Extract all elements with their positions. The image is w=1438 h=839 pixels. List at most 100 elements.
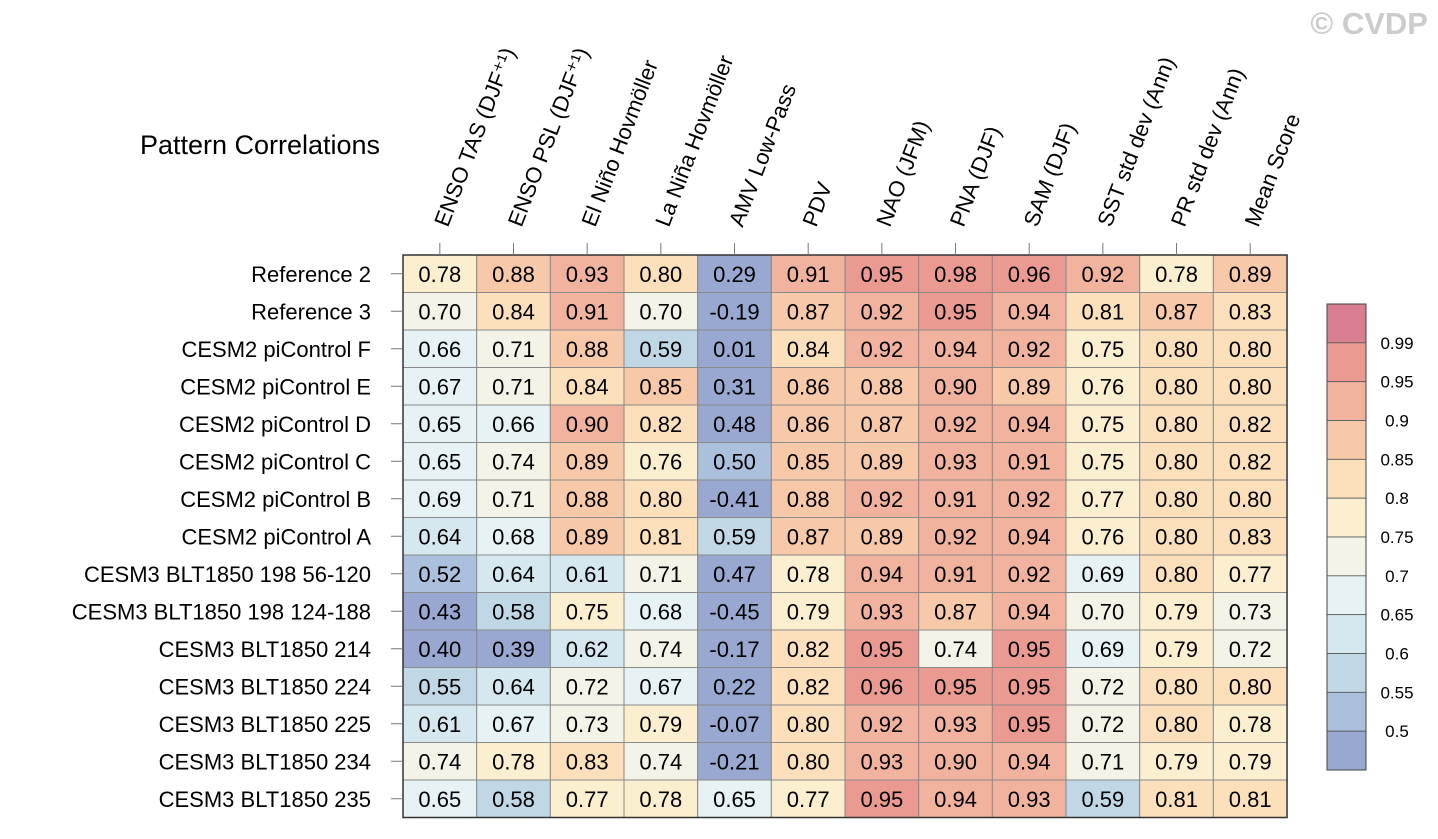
heatmap-cell: [402, 442, 478, 481]
heatmap-cell: [844, 292, 920, 331]
heatmap-cell: [623, 517, 699, 556]
heatmap-cell: [918, 404, 993, 443]
cell-value: 0.64: [492, 562, 535, 587]
cell-value: 0.81: [1229, 787, 1272, 812]
heatmap-cell: [1139, 404, 1214, 443]
heatmap-cell: [1139, 667, 1214, 706]
colorbar-label: 0.65: [1380, 606, 1413, 625]
heatmap-cell: [918, 629, 993, 668]
cell-value: 0.80: [1229, 374, 1272, 399]
cell-value: 0.92: [934, 524, 977, 549]
cell-value: 0.80: [1229, 337, 1272, 362]
cell-value: 0.78: [1229, 712, 1272, 737]
cell-value: 0.94: [860, 562, 903, 587]
cell-value: 0.93: [566, 262, 609, 287]
column-labels: ENSO TAS (DJF⁺¹)ENSO PSL (DJF⁺¹)El Niño …: [429, 44, 1305, 255]
colorbar-swatch: [1326, 303, 1367, 344]
heatmap-cell: [918, 254, 993, 293]
heatmap-cells: 0.78 0.88 0.93 0.80 0.29 0.91 0.95 0.98 0.96 0.92…: [402, 254, 1288, 819]
heatmap-cell: [844, 629, 920, 668]
heatmap-cell: [844, 704, 920, 743]
cell-value: 0.31: [713, 374, 756, 399]
heatmap-cell: [549, 329, 625, 368]
cell-value: 0.94: [1008, 524, 1051, 549]
cell-value: 0.80: [1229, 487, 1272, 512]
heatmap-cell: [623, 329, 699, 368]
cell-value: 0.75: [1081, 449, 1124, 474]
heatmap-cell: [476, 629, 551, 668]
heatmap-cell: [402, 629, 478, 668]
cell-value: 0.80: [1155, 487, 1198, 512]
cell-value: 0.84: [566, 374, 609, 399]
heatmap-cell: [1139, 704, 1214, 743]
cell-value: 0.95: [860, 787, 903, 812]
heatmap-cell: [549, 404, 625, 443]
cell-value: 0.82: [1229, 412, 1272, 437]
cell-value: 0.70: [418, 299, 461, 324]
heatmap-cell: [991, 367, 1067, 406]
cell-value: 0.83: [1229, 524, 1272, 549]
cell-value: 0.77: [566, 787, 609, 812]
cell-value: 0.89: [566, 449, 609, 474]
cell-value: 0.89: [1229, 262, 1272, 287]
cell-value: -0.07: [709, 712, 759, 737]
cell-value: 0.77: [1229, 562, 1272, 587]
heatmap-cell: [1139, 554, 1214, 593]
cell-value: 0.61: [566, 562, 609, 587]
heatmap-cell: [476, 704, 551, 743]
cell-value: 0.84: [787, 337, 830, 362]
column-label: PDV: [798, 178, 838, 229]
heatmap-cell: [402, 367, 478, 406]
cell-value: 0.80: [639, 262, 682, 287]
row-label: CESM2 piControl E: [180, 374, 371, 399]
heatmap-cell: [1065, 592, 1141, 631]
cell-value: 0.92: [860, 337, 903, 362]
cell-value: 0.72: [1229, 637, 1272, 662]
cell-value: 0.50: [713, 449, 756, 474]
cell-value: 0.92: [934, 412, 977, 437]
cell-value: 0.29: [713, 262, 756, 287]
column-label: La Niña Hovmöller: [650, 52, 738, 230]
cell-value: 0.80: [1155, 674, 1198, 699]
cell-value: 0.62: [566, 637, 609, 662]
heatmap-cell: [623, 479, 699, 518]
cell-value: 0.80: [1155, 374, 1198, 399]
cell-value: 0.93: [1008, 787, 1051, 812]
heatmap-cell: [991, 292, 1067, 331]
heatmap-cell: [697, 704, 772, 743]
heatmap-cell: [549, 517, 625, 556]
cell-value: 0.95: [1008, 637, 1051, 662]
colorbar-swatch: [1326, 342, 1367, 383]
cell-value: 0.91: [934, 562, 977, 587]
heatmap-cell: [697, 742, 772, 781]
cell-value: 0.69: [1081, 637, 1124, 662]
row-labels: Reference 2 Reference 3 CESM2 piControl F C…: [72, 262, 403, 812]
heatmap-cell: [844, 742, 920, 781]
cell-value: 0.81: [1081, 299, 1124, 324]
cell-value: 0.80: [1155, 524, 1198, 549]
row-label: CESM3 BLT1850 198 56-120: [84, 562, 371, 587]
cell-value: 0.74: [492, 449, 535, 474]
cell-value: 0.98: [934, 262, 977, 287]
heatmap-cell: [770, 254, 846, 293]
cell-value: 0.67: [418, 374, 461, 399]
row-label: CESM3 BLT1850 224: [159, 674, 371, 699]
colorbar-label: 0.85: [1380, 450, 1413, 469]
heatmap-cell: [770, 404, 846, 443]
cell-value: 0.73: [566, 712, 609, 737]
colorbar-label: 0.7: [1385, 567, 1409, 586]
cell-value: 0.90: [934, 749, 977, 774]
cell-value: 0.79: [1155, 637, 1198, 662]
heatmap-cell: [1065, 442, 1141, 481]
chart-title: Pattern Correlations: [140, 130, 380, 160]
cell-value: 0.65: [418, 787, 461, 812]
colorbar-swatch: [1326, 614, 1367, 654]
row-label: Reference 2: [251, 262, 371, 287]
cell-value: 0.40: [418, 637, 461, 662]
cell-value: 0.95: [1008, 674, 1051, 699]
watermark-text: © CVDP: [1310, 6, 1428, 41]
cell-value: 0.92: [1008, 337, 1051, 362]
colorbar-label: 0.6: [1385, 645, 1409, 664]
cell-value: 0.89: [860, 524, 903, 549]
cell-value: 0.71: [1081, 749, 1124, 774]
